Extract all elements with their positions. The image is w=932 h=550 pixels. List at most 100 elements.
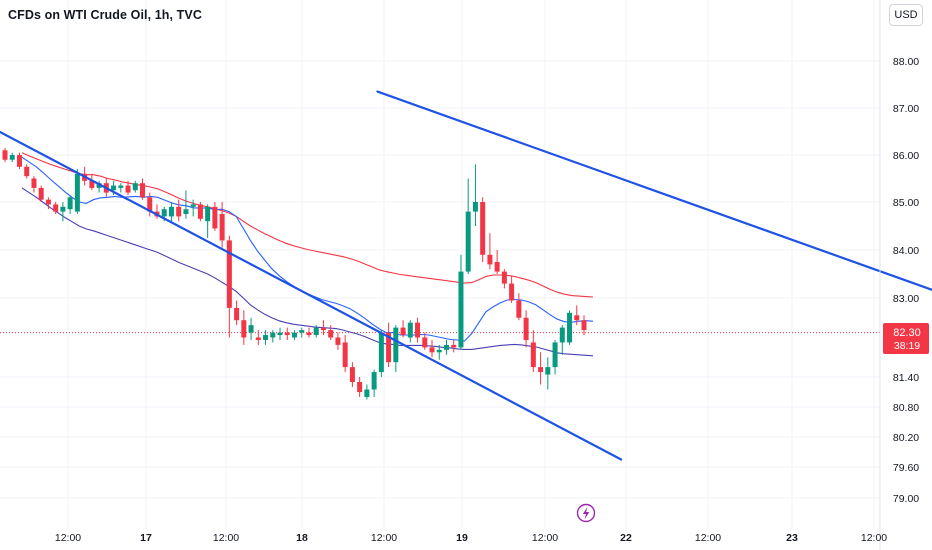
candle[interactable]: [386, 322, 392, 368]
candle[interactable]: [407, 320, 413, 343]
candle[interactable]: [24, 164, 30, 179]
candle[interactable]: [9, 152, 15, 163]
candle[interactable]: [393, 325, 399, 373]
candle[interactable]: [60, 202, 66, 222]
price-axis[interactable]: 88.00 87.00 86.00 85.00 84.00 83.00 81.40 80.80…: [893, 56, 919, 505]
candle[interactable]: [125, 180, 131, 195]
candle[interactable]: [234, 300, 240, 326]
candle[interactable]: [313, 325, 319, 338]
candle[interactable]: [472, 164, 478, 226]
candle[interactable]: [67, 194, 73, 214]
candle[interactable]: [284, 327, 290, 340]
candle[interactable]: [147, 192, 153, 217]
candle[interactable]: [190, 199, 196, 217]
candle[interactable]: [183, 190, 189, 219]
candle-body: [407, 322, 413, 338]
candle[interactable]: [559, 325, 565, 355]
candle[interactable]: [219, 202, 225, 248]
candle[interactable]: [89, 173, 95, 191]
candle[interactable]: [168, 202, 174, 222]
candle[interactable]: [480, 197, 486, 262]
lightning-icon[interactable]: [576, 503, 596, 523]
candle[interactable]: [567, 310, 573, 345]
y-tick-label: 85.00: [893, 197, 919, 209]
y-tick-label: 79.60: [893, 462, 919, 474]
candle[interactable]: [328, 325, 334, 340]
candle[interactable]: [241, 310, 247, 345]
candle-body: [574, 315, 580, 321]
candle[interactable]: [371, 369, 377, 397]
candle[interactable]: [530, 330, 536, 373]
candle-body: [140, 183, 146, 198]
candle[interactable]: [306, 327, 312, 338]
candle[interactable]: [38, 185, 44, 202]
candle-body: [328, 330, 334, 338]
candle-body: [523, 317, 529, 340]
candle[interactable]: [320, 320, 326, 336]
y-tick-label: 84.00: [893, 245, 919, 257]
candle[interactable]: [270, 330, 276, 343]
candle[interactable]: [263, 330, 269, 345]
candle[interactable]: [429, 339, 435, 358]
candle[interactable]: [523, 310, 529, 348]
candle[interactable]: [574, 305, 580, 326]
candle-body: [205, 206, 211, 222]
candle[interactable]: [451, 339, 457, 353]
candles[interactable]: [2, 147, 587, 400]
candle[interactable]: [465, 178, 471, 275]
candle[interactable]: [2, 147, 8, 163]
candle[interactable]: [458, 254, 464, 350]
currency-button[interactable]: USD: [889, 4, 923, 26]
candle[interactable]: [349, 362, 355, 387]
candle[interactable]: [357, 377, 363, 397]
candle[interactable]: [509, 276, 515, 303]
candle[interactable]: [212, 202, 218, 231]
candle[interactable]: [581, 315, 587, 336]
candle[interactable]: [96, 180, 102, 193]
candle[interactable]: [53, 202, 59, 214]
y-tick-label: 80.20: [893, 432, 919, 444]
candle[interactable]: [487, 233, 493, 270]
candle[interactable]: [494, 250, 500, 274]
time-axis[interactable]: 12:00 17 12:00 18 12:00 19 12:00 22 12:00 23 12:00: [55, 532, 887, 544]
candle[interactable]: [248, 317, 254, 340]
candle[interactable]: [538, 352, 544, 385]
candle[interactable]: [364, 384, 370, 400]
moving-averages: [21, 152, 594, 357]
x-tick-label: 12:00: [55, 532, 81, 544]
candle[interactable]: [205, 204, 211, 238]
y-tick-label: 88.00: [893, 56, 919, 68]
candle[interactable]: [118, 183, 124, 193]
price-tag: 82.30 38:19: [883, 323, 929, 354]
candle[interactable]: [335, 332, 341, 350]
candle[interactable]: [292, 330, 297, 340]
candle[interactable]: [545, 357, 551, 390]
candle[interactable]: [255, 330, 261, 345]
candle[interactable]: [501, 269, 507, 289]
candle[interactable]: [342, 335, 348, 373]
candle[interactable]: [516, 293, 522, 321]
trendline[interactable]: [376, 90, 932, 425]
candle[interactable]: [197, 202, 203, 222]
candle[interactable]: [132, 180, 138, 193]
candle[interactable]: [443, 339, 449, 355]
candle[interactable]: [415, 317, 421, 343]
candle[interactable]: [31, 176, 37, 193]
candle-body: [465, 211, 471, 272]
candle[interactable]: [378, 330, 384, 377]
candle[interactable]: [299, 327, 305, 338]
candle[interactable]: [74, 169, 80, 214]
candle[interactable]: [176, 199, 182, 222]
candle-body: [226, 240, 232, 308]
candle[interactable]: [140, 178, 146, 200]
trendline[interactable]: [0, 129, 623, 461]
candle[interactable]: [16, 152, 22, 170]
candle[interactable]: [552, 339, 558, 375]
candle[interactable]: [400, 320, 406, 338]
candle[interactable]: [436, 344, 442, 360]
candle[interactable]: [45, 197, 51, 210]
trendlines[interactable]: [0, 90, 932, 461]
candle[interactable]: [422, 332, 428, 350]
candle[interactable]: [277, 327, 283, 340]
